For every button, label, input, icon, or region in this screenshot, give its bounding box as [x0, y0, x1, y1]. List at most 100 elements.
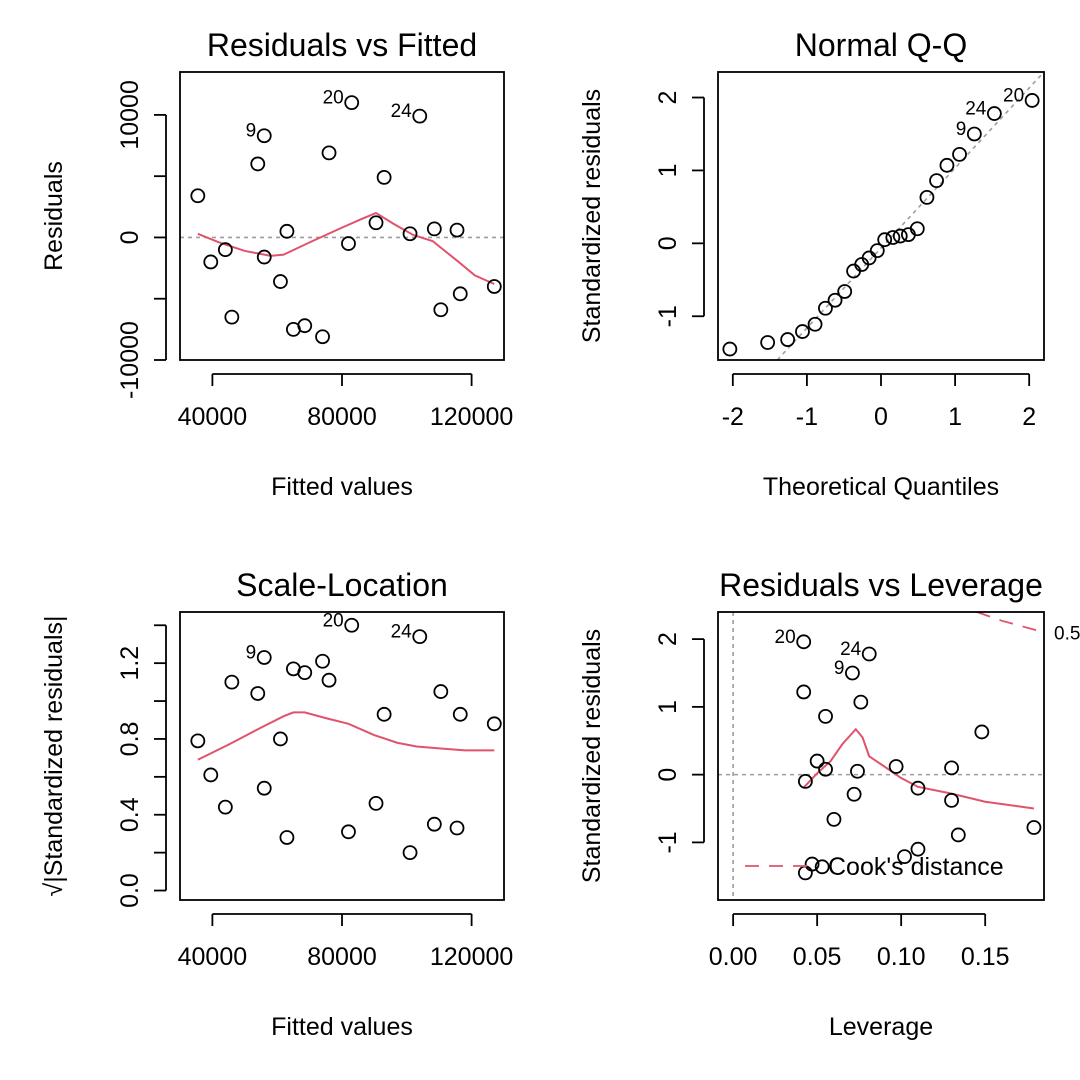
- data-point: [796, 684, 812, 700]
- data-point: [256, 650, 272, 665]
- data-point: [224, 674, 240, 690]
- data-point: [818, 300, 833, 316]
- y-tick-label: 0.0: [116, 873, 144, 908]
- panel-4: 20 249 0.00 0.05 0.10 0.15 -1 0 1 2 Residuals vs L…: [578, 567, 1080, 1041]
- data-point: [846, 263, 861, 279]
- x-tick-label: -1: [796, 403, 818, 431]
- x-tick-label: 2: [1022, 403, 1036, 431]
- plot-frame: [179, 611, 505, 901]
- data-point: [297, 318, 313, 334]
- point-label: 9: [246, 121, 257, 142]
- data-point: [950, 827, 966, 843]
- smooth-line: [802, 727, 1035, 810]
- plot-area: 924 20: [722, 72, 1044, 360]
- x-tick-label: -2: [722, 403, 744, 431]
- data-point: [1024, 93, 1040, 108]
- y-axis-label: √|Standardized residuals|: [40, 615, 68, 896]
- data-point: [412, 108, 428, 124]
- data-point: [315, 653, 330, 669]
- data-point: [837, 284, 853, 299]
- chart-title: Scale-Location: [236, 567, 448, 603]
- x-tick-label: 40000: [178, 943, 248, 971]
- point-label: 24: [840, 639, 862, 660]
- point-label: 24: [391, 101, 413, 122]
- data-point: [845, 665, 860, 681]
- data-point: [321, 672, 337, 688]
- data-point: [780, 332, 796, 347]
- data-point: [861, 646, 877, 662]
- panel-2: 924 20 -2 -1 0 1 2 -1 0 1 2 Normal Q-Q Theoretical Q…: [578, 27, 1045, 501]
- data-point: [869, 243, 885, 259]
- x-tick-label: 0.15: [961, 943, 1010, 971]
- y-tick-label: -1: [654, 305, 682, 327]
- data-point: [952, 146, 967, 162]
- point-label: 9: [956, 119, 967, 140]
- data-point: [224, 309, 240, 325]
- y-tick-label: 2: [654, 632, 682, 646]
- data-point: [341, 236, 356, 251]
- data-point: [797, 865, 813, 881]
- x-tick-label: 0: [874, 403, 888, 431]
- data-point: [449, 820, 465, 836]
- y-tick-label: -1: [654, 831, 682, 853]
- chart-title: Normal Q-Q: [795, 27, 967, 63]
- y-axis-label: Residuals: [40, 161, 68, 271]
- data-point: [203, 254, 219, 270]
- panel-3: 9 20 24 40000 80000 120000 0.0 0.4 0.8 1.2 Scale-L…: [40, 567, 513, 1041]
- data-point: [853, 694, 869, 710]
- data-point: [796, 634, 812, 650]
- cooks-distance-curve: [976, 612, 1044, 634]
- data-point: [449, 222, 465, 238]
- panel-1: 9 20 24 40000 80000 120000 -10000 0 10000 Residua…: [40, 27, 513, 501]
- data-point: [368, 795, 384, 811]
- data-point: [944, 760, 959, 776]
- point-label: 20: [323, 88, 344, 109]
- data-point: [939, 157, 955, 173]
- data-point: [888, 759, 904, 774]
- data-point: [944, 792, 959, 808]
- legend-label: Cook's distance: [828, 853, 1004, 881]
- data-point: [256, 128, 272, 144]
- point-label: 24: [965, 99, 987, 120]
- data-point: [426, 816, 442, 832]
- data-point: [273, 731, 288, 747]
- y-tick-label: 0: [654, 236, 682, 250]
- data-point: [321, 145, 337, 161]
- plot-area: 9 20 24: [190, 610, 502, 861]
- data-point: [809, 753, 825, 769]
- data-point: [433, 302, 449, 318]
- data-point: [256, 249, 272, 265]
- data-point: [910, 841, 926, 857]
- data-point: [217, 799, 233, 815]
- data-point: [203, 767, 219, 783]
- plot-area: 20 249: [718, 612, 1044, 900]
- data-point: [826, 811, 842, 827]
- data-point: [897, 849, 912, 865]
- data-point: [376, 706, 392, 722]
- data-point: [1026, 820, 1042, 835]
- x-tick-label: 40000: [178, 403, 248, 431]
- data-point: [279, 830, 295, 845]
- data-point: [344, 617, 360, 633]
- y-tick-label: 0: [654, 768, 682, 782]
- data-point: [929, 173, 944, 189]
- data-point: [250, 156, 266, 172]
- data-point: [850, 763, 865, 779]
- data-point: [910, 780, 926, 796]
- data-point: [368, 215, 384, 231]
- plot-area: 9 20 24: [180, 88, 504, 345]
- x-axis-label: Leverage: [829, 1013, 933, 1041]
- y-tick-label: 1.2: [116, 646, 144, 681]
- y-axis-label: Standardized residuals: [578, 629, 606, 883]
- data-point: [827, 292, 843, 308]
- data-point: [966, 126, 982, 142]
- plot-frame: [179, 71, 505, 361]
- data-point: [402, 226, 418, 242]
- x-tick-label: 120000: [430, 403, 513, 431]
- cooks-level-label: 0.5: [1054, 623, 1080, 644]
- point-label: 20: [323, 610, 344, 631]
- data-point: [426, 221, 442, 237]
- data-point: [797, 774, 813, 789]
- data-point: [974, 724, 990, 740]
- point-label: 24: [391, 622, 413, 643]
